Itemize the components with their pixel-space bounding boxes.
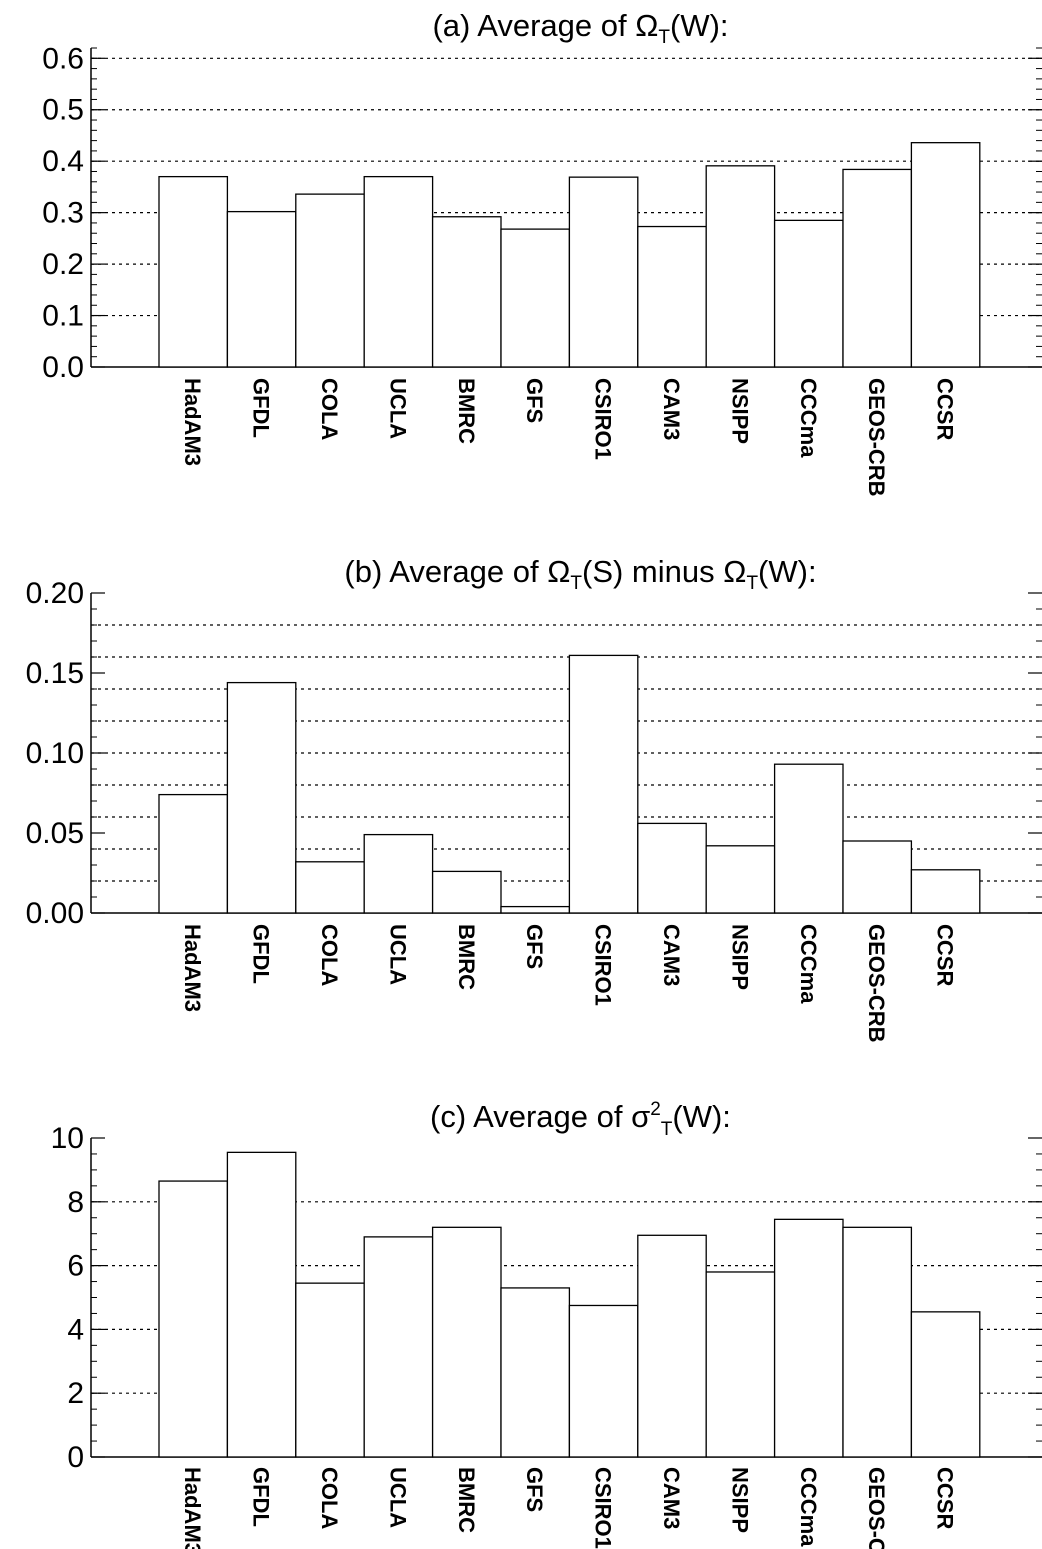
category-label: HadAM3 [180, 378, 205, 466]
category-label: BMRC [454, 924, 479, 990]
y-tick-label: 0 [67, 1441, 84, 1474]
chart-title: (c) Average of σ2T(W): [430, 1099, 731, 1140]
category-label: COLA [317, 924, 342, 986]
panel-a: 0.0 0.1 0.2 0.3 0.4 0.5 0.6 HadAM3 GFDL COLA UCLA B… [42, 8, 1042, 497]
category-label: CCSR [933, 924, 958, 986]
bar-bmrc [431, 216, 502, 368]
category-label: HadAM3 [180, 924, 205, 1012]
category-label: GEOS-CRB [864, 1467, 889, 1549]
category-label: GEOS-CRB [864, 378, 889, 497]
y-tick-label: 2 [67, 1377, 84, 1410]
category-label: GFS [522, 1467, 547, 1512]
category-label: CCCma [796, 378, 821, 458]
category-label: COLA [317, 378, 342, 440]
category-label: CAM3 [659, 1467, 684, 1529]
category-label: GFDL [249, 924, 274, 984]
bar-nsipp [705, 165, 776, 368]
category-label: CCSR [933, 378, 958, 440]
y-tick-label: 0.4 [42, 145, 84, 178]
bar-cccma [773, 763, 844, 914]
bar-ccsr [910, 1311, 981, 1458]
bar-cam3 [637, 1234, 707, 1458]
y-tick-label: 4 [67, 1313, 84, 1346]
bar-hadam3 [158, 793, 229, 914]
bar-ucla [363, 175, 434, 368]
category-label: CAM3 [659, 924, 684, 986]
bar-gfs [500, 1287, 571, 1458]
chart-title: (b) Average of ΩT(S) minus ΩT(W): [344, 554, 816, 594]
bar-geos-crb [842, 1226, 913, 1458]
category-label: GFS [522, 924, 547, 969]
y-tick-label: 0.00 [26, 897, 84, 930]
category-label: GEOS-CRB [864, 924, 889, 1043]
chart-title: (a) Average of ΩT(W): [432, 8, 728, 48]
bar-csiro1 [568, 176, 639, 368]
category-label: BMRC [454, 378, 479, 444]
panel-c: 0 2 4 6 8 10 HadAM3 GFDL COLA UCLA BMRC GFS CSIRO1 CA… [51, 1099, 1042, 1549]
y-tick-label: 0.0 [42, 351, 84, 384]
bar-gfs [500, 228, 571, 368]
bar-gfs [500, 905, 571, 914]
y-tick-label: 0.1 [42, 300, 84, 333]
bar-csiro1 [568, 654, 639, 914]
bar-ucla [363, 1236, 434, 1458]
category-label: CCSR [933, 1467, 958, 1529]
y-tick-label: 0.2 [42, 248, 84, 281]
category-label: CSIRO1 [591, 378, 616, 460]
bar-cola [295, 1282, 365, 1458]
y-tick-label: 8 [67, 1186, 84, 1219]
category-label: GFDL [249, 1467, 274, 1527]
bar-ucla [363, 833, 434, 914]
y-tick-label: 0.10 [26, 737, 84, 770]
category-label: UCLA [385, 924, 410, 985]
bar-bmrc [431, 870, 502, 914]
category-label: CSIRO1 [591, 924, 616, 1006]
bar-cam3 [637, 225, 707, 368]
bar-cccma [773, 1218, 844, 1458]
bar-cola [295, 193, 365, 368]
panel-b: 0.00 0.05 0.10 0.15 0.20 HadAM3 GFDL COLA UCLA BM… [26, 554, 1042, 1043]
y-tick-label: 10 [51, 1122, 84, 1155]
category-label: BMRC [454, 1467, 479, 1533]
category-label: GFDL [249, 378, 274, 438]
y-tick-label: 0.5 [42, 94, 84, 127]
category-label: CCCma [796, 924, 821, 1004]
bar-csiro1 [568, 1304, 639, 1458]
category-label: NSIPP [727, 378, 752, 444]
category-label: CCCma [796, 1467, 821, 1547]
bar-hadam3 [158, 175, 229, 368]
bar-ccsr [910, 142, 981, 368]
bar-nsipp [705, 1271, 776, 1458]
bar-geos-crb [842, 840, 913, 914]
category-label: HadAM3 [180, 1467, 205, 1549]
bar-gfdl [226, 1151, 297, 1458]
bar-cam3 [637, 822, 707, 914]
bar-bmrc [431, 1226, 502, 1458]
bar-geos-crb [842, 168, 913, 368]
category-label: NSIPP [727, 1467, 752, 1533]
category-label: GFS [522, 378, 547, 423]
category-label: CSIRO1 [591, 1467, 616, 1549]
bar-gfdl [226, 210, 297, 368]
bar-cccma [773, 219, 844, 368]
y-tick-label: 0.05 [26, 817, 84, 850]
bar-ccsr [910, 869, 981, 914]
bar-cola [295, 861, 365, 914]
y-tick-label: 0.6 [42, 42, 84, 75]
category-label: CAM3 [659, 378, 684, 440]
bar-hadam3 [158, 1180, 229, 1458]
category-label: UCLA [385, 378, 410, 439]
category-label: UCLA [385, 1467, 410, 1528]
category-label: NSIPP [727, 924, 752, 990]
y-tick-label: 0.3 [42, 197, 84, 230]
y-tick-label: 0.15 [26, 657, 84, 690]
bar-gfdl [226, 681, 297, 914]
y-tick-label: 0.20 [26, 577, 84, 610]
category-label: COLA [317, 1467, 342, 1529]
bar-nsipp [705, 845, 776, 914]
y-tick-label: 6 [67, 1250, 84, 1283]
